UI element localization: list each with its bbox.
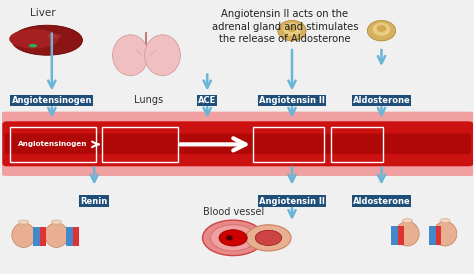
Text: Angiotensin II: Angiotensin II	[259, 196, 325, 206]
Bar	[428, 226, 436, 245]
Ellipse shape	[12, 223, 36, 247]
Ellipse shape	[12, 25, 82, 55]
Ellipse shape	[112, 35, 148, 76]
Text: Angiotensinogen: Angiotensinogen	[18, 141, 88, 147]
Circle shape	[246, 225, 291, 251]
Bar	[33, 227, 40, 246]
Text: Renin: Renin	[81, 196, 108, 206]
FancyBboxPatch shape	[5, 133, 471, 154]
FancyBboxPatch shape	[0, 112, 474, 176]
Ellipse shape	[45, 223, 68, 247]
Bar	[436, 226, 441, 245]
Ellipse shape	[47, 34, 61, 39]
Circle shape	[202, 220, 264, 256]
Bar	[398, 226, 403, 245]
Circle shape	[255, 230, 282, 246]
Ellipse shape	[283, 23, 301, 36]
Ellipse shape	[402, 219, 412, 223]
Text: Aldosterone: Aldosterone	[353, 196, 410, 206]
Ellipse shape	[287, 25, 297, 32]
Ellipse shape	[396, 221, 419, 246]
Ellipse shape	[367, 21, 396, 41]
Text: Blood vessel: Blood vessel	[202, 207, 264, 217]
Ellipse shape	[278, 21, 306, 41]
Ellipse shape	[145, 35, 181, 76]
Ellipse shape	[433, 221, 457, 246]
Ellipse shape	[9, 29, 59, 48]
Bar	[73, 227, 79, 246]
Text: Angiotensinogen: Angiotensinogen	[11, 96, 92, 105]
Circle shape	[219, 230, 247, 246]
Text: Angiotensin II: Angiotensin II	[259, 96, 325, 105]
FancyBboxPatch shape	[2, 121, 474, 166]
Ellipse shape	[440, 219, 450, 223]
Text: ACE: ACE	[198, 96, 216, 105]
Ellipse shape	[226, 235, 233, 241]
Ellipse shape	[377, 25, 386, 32]
Text: Lungs: Lungs	[134, 95, 163, 105]
Ellipse shape	[29, 44, 37, 47]
Bar	[391, 226, 398, 245]
Circle shape	[210, 225, 256, 251]
Text: Aldosterone: Aldosterone	[353, 96, 410, 105]
Ellipse shape	[373, 23, 391, 36]
Text: Liver: Liver	[29, 8, 55, 18]
Ellipse shape	[18, 220, 29, 224]
Ellipse shape	[51, 220, 62, 224]
Text: Angiotensin II acts on the
adrenal gland and stimulates
the release of Aldostero: Angiotensin II acts on the adrenal gland…	[212, 9, 358, 44]
Bar	[40, 227, 46, 246]
Bar	[66, 227, 73, 246]
